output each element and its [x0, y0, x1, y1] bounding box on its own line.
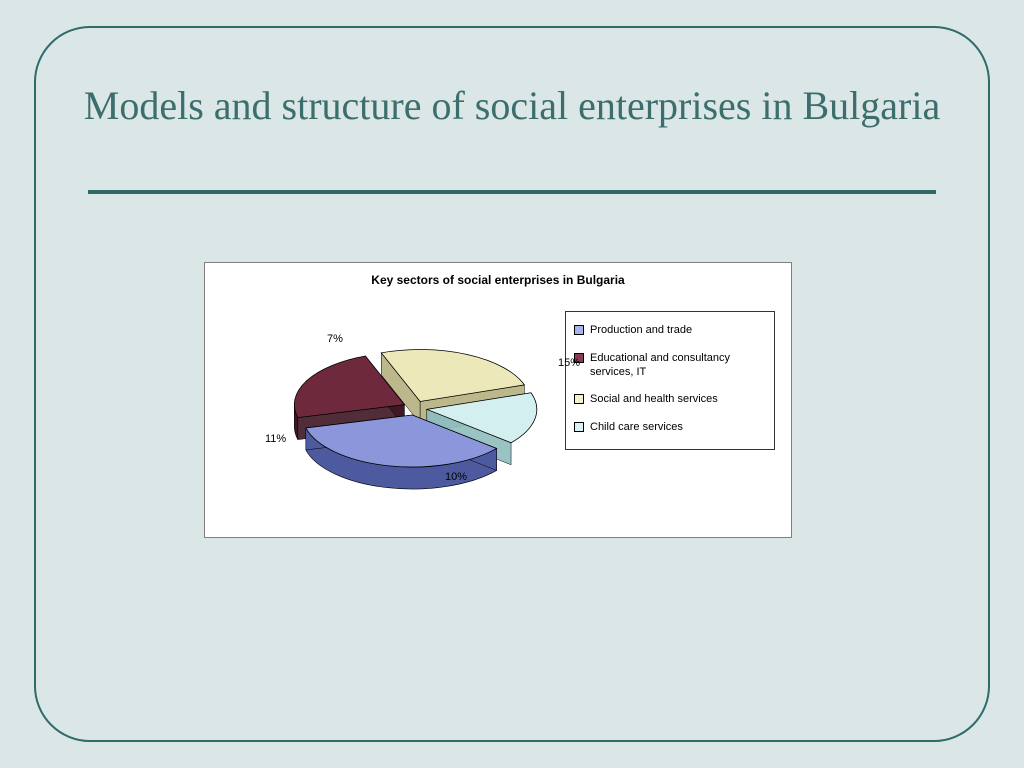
pct-label: 7% [327, 333, 343, 345]
legend-swatch [574, 422, 584, 432]
chart-legend: Production and trade Educational and con… [565, 311, 775, 450]
pct-label: 11% [265, 433, 286, 445]
chart-title: Key sectors of social enterprises in Bul… [205, 273, 791, 287]
legend-label: Educational and consultancy services, IT [590, 352, 766, 380]
legend-label: Child care services [590, 421, 766, 435]
pie-chart [265, 323, 555, 513]
legend-item: Child care services [574, 421, 766, 435]
legend-swatch [574, 394, 584, 404]
pie-svg [265, 323, 555, 513]
pct-label: 15% [558, 357, 580, 369]
chart-container: Key sectors of social enterprises in Bul… [204, 262, 792, 538]
legend-item: Educational and consultancy services, IT [574, 352, 766, 380]
page-title: Models and structure of social enterpris… [70, 82, 954, 129]
legend-item: Production and trade [574, 324, 766, 338]
legend-label: Production and trade [590, 324, 766, 338]
legend-item: Social and health services [574, 393, 766, 407]
pct-label: 10% [445, 471, 467, 483]
legend-label: Social and health services [590, 393, 766, 407]
title-divider [88, 190, 936, 194]
legend-swatch [574, 325, 584, 335]
